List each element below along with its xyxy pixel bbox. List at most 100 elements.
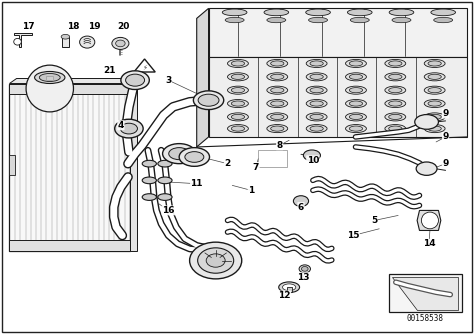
Bar xyxy=(38,87,62,100)
Bar xyxy=(287,287,292,292)
Ellipse shape xyxy=(228,73,248,81)
Ellipse shape xyxy=(267,125,288,133)
Ellipse shape xyxy=(424,125,445,133)
Ellipse shape xyxy=(306,9,330,16)
Polygon shape xyxy=(197,8,209,147)
Ellipse shape xyxy=(228,100,248,108)
Text: 21: 21 xyxy=(103,66,115,74)
Text: 13: 13 xyxy=(297,273,310,282)
Ellipse shape xyxy=(231,74,245,79)
Ellipse shape xyxy=(158,177,172,184)
Ellipse shape xyxy=(428,74,441,79)
Ellipse shape xyxy=(349,88,363,93)
Ellipse shape xyxy=(267,59,288,67)
Text: 1: 1 xyxy=(248,186,255,195)
Polygon shape xyxy=(209,8,467,57)
Ellipse shape xyxy=(179,148,210,166)
Ellipse shape xyxy=(306,73,327,81)
Ellipse shape xyxy=(349,61,363,66)
Ellipse shape xyxy=(299,265,310,273)
Polygon shape xyxy=(9,78,137,84)
Ellipse shape xyxy=(389,101,402,106)
Ellipse shape xyxy=(421,212,438,229)
Text: 2: 2 xyxy=(224,159,231,168)
Ellipse shape xyxy=(385,59,406,67)
Text: 00158538: 00158538 xyxy=(407,314,444,323)
Ellipse shape xyxy=(163,144,196,164)
Ellipse shape xyxy=(61,34,70,39)
Ellipse shape xyxy=(271,126,284,131)
Ellipse shape xyxy=(142,177,156,184)
Ellipse shape xyxy=(301,267,308,271)
Text: 3: 3 xyxy=(165,76,172,85)
Text: 15: 15 xyxy=(347,231,359,240)
Polygon shape xyxy=(134,59,155,72)
Ellipse shape xyxy=(306,125,327,133)
Ellipse shape xyxy=(271,61,284,66)
Ellipse shape xyxy=(231,126,245,131)
Ellipse shape xyxy=(346,59,366,67)
Ellipse shape xyxy=(431,9,456,16)
Ellipse shape xyxy=(389,61,402,66)
Ellipse shape xyxy=(271,74,284,79)
Ellipse shape xyxy=(385,86,406,94)
Ellipse shape xyxy=(349,101,363,106)
Ellipse shape xyxy=(346,73,366,81)
Text: 6: 6 xyxy=(298,203,304,211)
Text: 20: 20 xyxy=(117,22,129,31)
Ellipse shape xyxy=(228,113,248,121)
Ellipse shape xyxy=(206,254,225,267)
Ellipse shape xyxy=(267,73,288,81)
Ellipse shape xyxy=(385,73,406,81)
Text: 4: 4 xyxy=(118,121,124,130)
Ellipse shape xyxy=(424,73,445,81)
Ellipse shape xyxy=(346,86,366,94)
Ellipse shape xyxy=(267,86,288,94)
Polygon shape xyxy=(130,78,137,250)
Ellipse shape xyxy=(346,100,366,108)
Ellipse shape xyxy=(428,61,441,66)
Bar xyxy=(9,84,130,250)
Ellipse shape xyxy=(310,114,323,120)
Text: 9: 9 xyxy=(442,109,449,118)
Text: 8: 8 xyxy=(276,141,283,150)
Ellipse shape xyxy=(121,71,149,90)
Ellipse shape xyxy=(389,74,402,79)
Ellipse shape xyxy=(115,119,143,138)
Text: 9: 9 xyxy=(442,133,449,141)
Bar xyxy=(130,84,137,250)
Ellipse shape xyxy=(310,126,323,131)
Ellipse shape xyxy=(185,152,204,162)
Ellipse shape xyxy=(271,88,284,93)
Polygon shape xyxy=(392,277,458,310)
Ellipse shape xyxy=(392,17,411,23)
Ellipse shape xyxy=(225,17,244,23)
Ellipse shape xyxy=(310,74,323,79)
Ellipse shape xyxy=(116,40,125,47)
Ellipse shape xyxy=(14,38,21,45)
Text: 11: 11 xyxy=(191,179,203,188)
Ellipse shape xyxy=(428,88,441,93)
Ellipse shape xyxy=(415,115,438,129)
Ellipse shape xyxy=(39,73,60,81)
Ellipse shape xyxy=(158,160,172,167)
Ellipse shape xyxy=(142,194,156,200)
Ellipse shape xyxy=(434,17,453,23)
Ellipse shape xyxy=(306,113,327,121)
Ellipse shape xyxy=(264,9,289,16)
Text: 17: 17 xyxy=(22,22,35,31)
Text: 14: 14 xyxy=(423,239,435,248)
Polygon shape xyxy=(417,210,441,230)
Bar xyxy=(46,76,53,80)
Ellipse shape xyxy=(267,113,288,121)
Ellipse shape xyxy=(193,91,224,110)
Ellipse shape xyxy=(306,59,327,67)
Polygon shape xyxy=(209,57,467,137)
Ellipse shape xyxy=(231,61,245,66)
Bar xyxy=(9,84,130,94)
Ellipse shape xyxy=(310,88,323,93)
Bar xyxy=(9,155,15,175)
Ellipse shape xyxy=(349,126,363,131)
Ellipse shape xyxy=(385,113,406,121)
Ellipse shape xyxy=(309,17,328,23)
